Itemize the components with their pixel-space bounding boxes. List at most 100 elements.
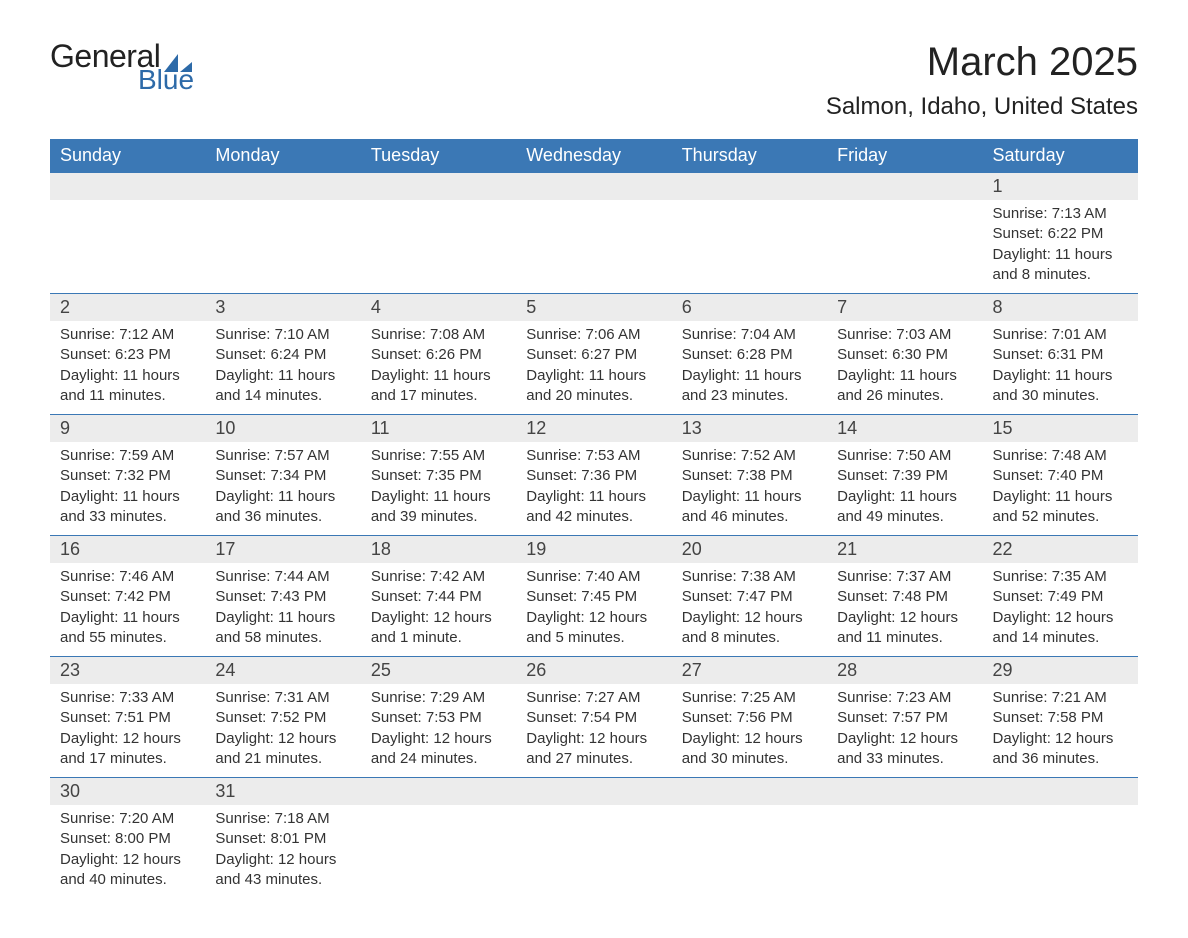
day-number: 18 (361, 536, 516, 563)
day-number-cell: 18 (361, 536, 516, 564)
day-number: 26 (516, 657, 671, 684)
day-number-cell: 27 (672, 657, 827, 685)
month-title: March 2025 (826, 40, 1138, 85)
empty-cell (672, 805, 827, 898)
day-number-cell: 10 (205, 415, 360, 443)
location-subtitle: Salmon, Idaho, United States (826, 93, 1138, 121)
empty-cell (361, 200, 516, 294)
day-content-cell: Sunrise: 7:37 AMSunset: 7:48 PMDaylight:… (827, 563, 982, 657)
empty-cell (205, 173, 360, 201)
day-content-cell: Sunrise: 7:06 AMSunset: 6:27 PMDaylight:… (516, 321, 671, 415)
day-content-cell: Sunrise: 7:42 AMSunset: 7:44 PMDaylight:… (361, 563, 516, 657)
week-content-row: Sunrise: 7:59 AMSunset: 7:32 PMDaylight:… (50, 442, 1138, 536)
day-content-cell: Sunrise: 7:12 AMSunset: 6:23 PMDaylight:… (50, 321, 205, 415)
week-daynum-row: 23242526272829 (50, 657, 1138, 685)
day-content-cell: Sunrise: 7:59 AMSunset: 7:32 PMDaylight:… (50, 442, 205, 536)
day-content-cell: Sunrise: 7:10 AMSunset: 6:24 PMDaylight:… (205, 321, 360, 415)
day-details: Sunrise: 7:40 AMSunset: 7:45 PMDaylight:… (516, 563, 671, 656)
day-details: Sunrise: 7:53 AMSunset: 7:36 PMDaylight:… (516, 442, 671, 535)
day-number: 3 (205, 294, 360, 321)
day-details: Sunrise: 7:13 AMSunset: 6:22 PMDaylight:… (983, 200, 1138, 293)
day-content-cell: Sunrise: 7:46 AMSunset: 7:42 PMDaylight:… (50, 563, 205, 657)
day-number-cell: 31 (205, 778, 360, 806)
day-details: Sunrise: 7:03 AMSunset: 6:30 PMDaylight:… (827, 321, 982, 414)
day-number: 8 (983, 294, 1138, 321)
day-details: Sunrise: 7:35 AMSunset: 7:49 PMDaylight:… (983, 563, 1138, 656)
day-header: Friday (827, 139, 982, 173)
day-content-cell: Sunrise: 7:21 AMSunset: 7:58 PMDaylight:… (983, 684, 1138, 778)
day-content-cell: Sunrise: 7:33 AMSunset: 7:51 PMDaylight:… (50, 684, 205, 778)
day-content-cell: Sunrise: 7:29 AMSunset: 7:53 PMDaylight:… (361, 684, 516, 778)
day-number: 13 (672, 415, 827, 442)
title-block: March 2025 Salmon, Idaho, United States (826, 40, 1138, 121)
day-number-cell: 20 (672, 536, 827, 564)
day-details: Sunrise: 7:20 AMSunset: 8:00 PMDaylight:… (50, 805, 205, 898)
day-number: 9 (50, 415, 205, 442)
day-header: Sunday (50, 139, 205, 173)
empty-cell (827, 805, 982, 898)
day-details: Sunrise: 7:29 AMSunset: 7:53 PMDaylight:… (361, 684, 516, 777)
empty-cell (672, 778, 827, 806)
day-number-cell: 22 (983, 536, 1138, 564)
empty-cell (516, 200, 671, 294)
day-number-cell: 6 (672, 294, 827, 322)
day-details: Sunrise: 7:55 AMSunset: 7:35 PMDaylight:… (361, 442, 516, 535)
day-number-cell: 4 (361, 294, 516, 322)
day-details: Sunrise: 7:18 AMSunset: 8:01 PMDaylight:… (205, 805, 360, 898)
day-number-cell: 14 (827, 415, 982, 443)
day-details: Sunrise: 7:44 AMSunset: 7:43 PMDaylight:… (205, 563, 360, 656)
day-content-cell: Sunrise: 7:25 AMSunset: 7:56 PMDaylight:… (672, 684, 827, 778)
page-header: General Blue March 2025 Salmon, Idaho, U… (50, 40, 1138, 121)
empty-cell (983, 778, 1138, 806)
day-content-cell: Sunrise: 7:01 AMSunset: 6:31 PMDaylight:… (983, 321, 1138, 415)
day-content-cell: Sunrise: 7:35 AMSunset: 7:49 PMDaylight:… (983, 563, 1138, 657)
day-number-cell: 26 (516, 657, 671, 685)
day-details: Sunrise: 7:06 AMSunset: 6:27 PMDaylight:… (516, 321, 671, 414)
day-content-cell: Sunrise: 7:03 AMSunset: 6:30 PMDaylight:… (827, 321, 982, 415)
day-details: Sunrise: 7:42 AMSunset: 7:44 PMDaylight:… (361, 563, 516, 656)
week-content-row: Sunrise: 7:12 AMSunset: 6:23 PMDaylight:… (50, 321, 1138, 415)
day-content-cell: Sunrise: 7:08 AMSunset: 6:26 PMDaylight:… (361, 321, 516, 415)
empty-cell (672, 173, 827, 201)
day-number: 5 (516, 294, 671, 321)
empty-cell (205, 200, 360, 294)
week-content-row: Sunrise: 7:46 AMSunset: 7:42 PMDaylight:… (50, 563, 1138, 657)
empty-cell (983, 805, 1138, 898)
day-details: Sunrise: 7:38 AMSunset: 7:47 PMDaylight:… (672, 563, 827, 656)
day-number: 28 (827, 657, 982, 684)
week-daynum-row: 16171819202122 (50, 536, 1138, 564)
day-number: 21 (827, 536, 982, 563)
day-number-cell: 8 (983, 294, 1138, 322)
day-content-cell: Sunrise: 7:44 AMSunset: 7:43 PMDaylight:… (205, 563, 360, 657)
day-number: 20 (672, 536, 827, 563)
day-number-cell: 7 (827, 294, 982, 322)
day-number: 30 (50, 778, 205, 805)
day-number: 7 (827, 294, 982, 321)
day-header-row: SundayMondayTuesdayWednesdayThursdayFrid… (50, 139, 1138, 173)
day-number: 16 (50, 536, 205, 563)
day-number-cell: 25 (361, 657, 516, 685)
empty-cell (827, 200, 982, 294)
day-details: Sunrise: 7:27 AMSunset: 7:54 PMDaylight:… (516, 684, 671, 777)
day-number: 2 (50, 294, 205, 321)
day-number: 12 (516, 415, 671, 442)
day-number: 10 (205, 415, 360, 442)
day-number-cell: 17 (205, 536, 360, 564)
day-number-cell: 29 (983, 657, 1138, 685)
day-details: Sunrise: 7:25 AMSunset: 7:56 PMDaylight:… (672, 684, 827, 777)
day-details: Sunrise: 7:33 AMSunset: 7:51 PMDaylight:… (50, 684, 205, 777)
day-content-cell: Sunrise: 7:48 AMSunset: 7:40 PMDaylight:… (983, 442, 1138, 536)
day-details: Sunrise: 7:21 AMSunset: 7:58 PMDaylight:… (983, 684, 1138, 777)
day-number: 17 (205, 536, 360, 563)
week-content-row: Sunrise: 7:20 AMSunset: 8:00 PMDaylight:… (50, 805, 1138, 898)
day-content-cell: Sunrise: 7:23 AMSunset: 7:57 PMDaylight:… (827, 684, 982, 778)
calendar-table: SundayMondayTuesdayWednesdayThursdayFrid… (50, 139, 1138, 898)
day-content-cell: Sunrise: 7:50 AMSunset: 7:39 PMDaylight:… (827, 442, 982, 536)
day-details: Sunrise: 7:12 AMSunset: 6:23 PMDaylight:… (50, 321, 205, 414)
day-number: 24 (205, 657, 360, 684)
day-details: Sunrise: 7:52 AMSunset: 7:38 PMDaylight:… (672, 442, 827, 535)
day-number: 6 (672, 294, 827, 321)
day-number: 22 (983, 536, 1138, 563)
day-number: 23 (50, 657, 205, 684)
week-daynum-row: 1 (50, 173, 1138, 201)
